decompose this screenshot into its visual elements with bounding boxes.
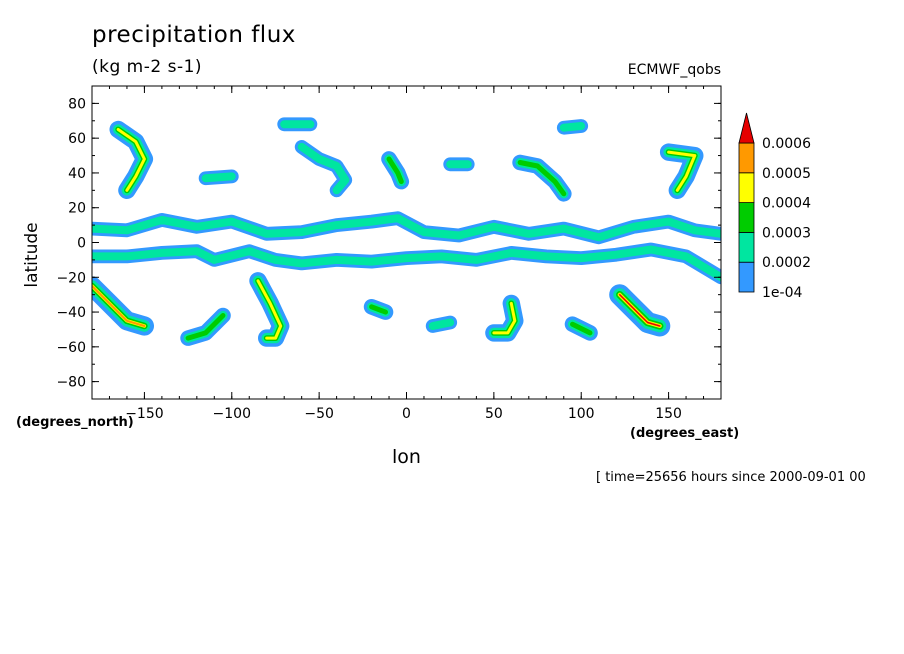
time-info: [ time=25656 hours since 2000-09-01 00 [596, 470, 866, 485]
precip-storm-ne-pacific-level-1 [201, 172, 236, 183]
colorbar-swatch-4 [738, 142, 755, 174]
colorbar-label: 0.0004 [762, 196, 811, 212]
x-tick-label: 100 [568, 406, 595, 422]
y-axis-units: (degrees_north) [16, 415, 134, 430]
colorbar-swatch-1 [738, 231, 755, 263]
x-tick-label: 150 [655, 406, 682, 422]
y-tick-label: −80 [56, 375, 86, 391]
precip-features [92, 117, 721, 347]
x-tick-label: −50 [304, 406, 334, 422]
precip-storm-asia-level-2 [517, 160, 567, 197]
x-tick-label: −150 [125, 406, 163, 422]
colorbar: 1e-04 0.0002 0.0003 0.0004 0.0005 0.0006 [738, 112, 811, 301]
precip-storm-s-indian-east-level-2 [570, 321, 593, 336]
precip-storm-australia-level-5 [619, 294, 661, 327]
colorbar-swatch-3 [738, 172, 755, 204]
dataset-label: ECMWF_qobs [627, 62, 721, 78]
colorbar-arrow [738, 112, 755, 144]
precip-storm-sa-west-level-3 [256, 279, 283, 340]
x-axis-units: (degrees_east) [630, 426, 740, 441]
precip-itcz-south-level-1 [92, 245, 721, 282]
plot-background [92, 86, 721, 399]
precip-itcz-north-level-1 [92, 214, 721, 242]
y-tick-label: −60 [56, 340, 86, 356]
y-tick-label: 80 [68, 96, 86, 112]
precip-storm-nw-pacific-east-level-3 [667, 150, 697, 192]
y-tick-label: 20 [68, 201, 86, 217]
colorbar-label: 1e-04 [762, 285, 802, 301]
y-tick-label: −40 [56, 305, 86, 321]
colorbar-swatch-2 [738, 202, 755, 233]
precip-storm-n-america-level-1 [297, 142, 350, 195]
colorbar-label: 0.0005 [762, 166, 811, 182]
precip-storm-arctic-east-level-1 [559, 122, 586, 132]
colorbar-swatch-0 [738, 261, 755, 293]
precip-storm-atlantic-level-2 [386, 156, 404, 185]
x-tick-label: 50 [485, 406, 503, 422]
y-tick-label: 60 [68, 131, 86, 147]
axis-ticks: −150 −100 −50 0 50 100 150 −80 −60 −40 −20 0 20 40 60 8… [56, 85, 721, 422]
y-tick-label: 40 [68, 166, 86, 182]
colorbar-label: 0.0006 [762, 136, 811, 152]
x-axis-label: lon [392, 446, 421, 468]
x-tick-label: −100 [213, 406, 251, 422]
precip-storm-s-indian-level-3 [492, 301, 517, 335]
precip-storm-s-africa-level-1 [428, 318, 455, 330]
precip-storm-nw-pacific-level-3 [116, 128, 146, 192]
precip-storm-sp-west-level-4 [92, 285, 146, 327]
precip-storm-s-atlantic-level-2 [369, 304, 388, 315]
chart-units: (kg m-2 s-1) [92, 57, 203, 77]
precip-storm-sp-central-level-2 [185, 313, 226, 341]
colorbar-label: 0.0002 [762, 255, 811, 271]
colorbar-label: 0.0003 [762, 225, 811, 241]
y-tick-label: 0 [77, 236, 86, 252]
y-tick-label: −20 [56, 270, 86, 286]
x-tick-label: 0 [402, 406, 411, 422]
chart-title: precipitation flux [92, 22, 296, 48]
